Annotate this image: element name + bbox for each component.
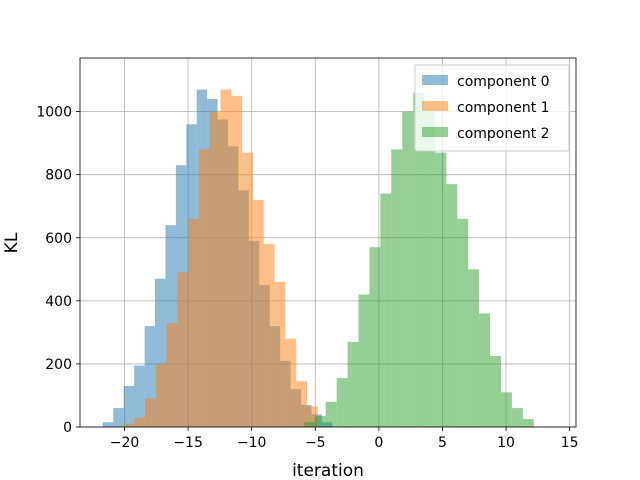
histogram-bar [457, 218, 469, 427]
histogram-bar [242, 152, 253, 427]
histogram-bar [435, 152, 447, 427]
histogram-bar [209, 111, 221, 427]
histogram-bar [134, 417, 145, 427]
y-tick-label: 200 [45, 357, 72, 373]
x-tick-label: −5 [305, 435, 326, 451]
series-1-bars [123, 89, 318, 428]
histogram-bar [336, 378, 348, 427]
histogram-bar [424, 111, 436, 427]
histogram-bar [144, 398, 156, 427]
histogram-bar [522, 419, 534, 427]
x-tick-label: −15 [173, 435, 203, 451]
x-tick-label: 0 [374, 435, 383, 451]
histogram-bar [380, 193, 392, 427]
histogram-bar [155, 363, 167, 427]
histogram-bar [391, 149, 403, 427]
x-tick-label: 10 [497, 435, 515, 451]
histogram-bar [479, 313, 491, 427]
histogram-bar [123, 386, 135, 427]
histogram-bar [446, 184, 458, 427]
axis-ticks: −20 −15 −10 −5 0 5 10 15 0 200 400 600 800 1000 [36, 105, 578, 451]
histogram-bar [263, 244, 275, 427]
histogram-bar [144, 326, 156, 427]
histogram-bar [500, 392, 512, 427]
legend-swatch [422, 75, 448, 85]
legend-box [414, 64, 570, 152]
x-tick-label: −20 [110, 435, 140, 451]
histogram-bar [511, 408, 523, 427]
legend: component 0 component 1 component 2 [414, 64, 570, 152]
legend-label: component 0 [457, 74, 550, 90]
histogram-bar [155, 278, 166, 427]
histogram-bar [307, 406, 318, 427]
y-tick-label: 400 [45, 294, 72, 310]
histogram-bar [220, 89, 232, 428]
legend-label: component 1 [457, 100, 550, 116]
x-tick-label: 15 [561, 435, 579, 451]
histogram-bar [369, 247, 381, 427]
histogram-bar [490, 356, 501, 427]
histogram-bar [134, 365, 145, 427]
histogram-bar [113, 408, 124, 427]
histogram-bar [296, 381, 308, 427]
histogram-bar [325, 401, 337, 427]
histogram-bar [303, 422, 315, 427]
legend-label: component 2 [457, 126, 550, 142]
plot-frame [79, 57, 577, 428]
histogram-bar [402, 111, 414, 427]
x-tick-label: 5 [438, 435, 447, 451]
histogram-bars [102, 89, 534, 428]
histogram-bar [188, 218, 199, 427]
histogram-bar [123, 423, 135, 427]
y-tick-label: 800 [45, 168, 72, 184]
histogram-bar [347, 341, 359, 427]
x-axis-label: iteration [292, 461, 364, 480]
x-tick-label: −10 [237, 435, 267, 451]
legend-swatch [422, 101, 448, 111]
series-2-bars [303, 92, 534, 427]
histogram-bar [231, 95, 243, 427]
y-tick-label: 0 [63, 420, 72, 436]
histogram-bar [252, 199, 264, 427]
histogram-bar [413, 92, 425, 427]
histogram-bar [314, 415, 326, 427]
y-axis-label: KL [2, 232, 22, 253]
histogram-bar [198, 149, 210, 427]
histogram-bar [274, 281, 286, 427]
histogram-bar [177, 272, 189, 427]
histogram-bar [358, 294, 370, 427]
y-tick-label: 600 [45, 231, 72, 247]
y-tick-label: 1000 [36, 105, 72, 121]
histogram-bar [102, 422, 114, 427]
histogram-bar [285, 338, 297, 427]
histogram-bar [468, 269, 480, 427]
legend-swatch [422, 127, 448, 137]
histogram-bar [166, 322, 178, 427]
